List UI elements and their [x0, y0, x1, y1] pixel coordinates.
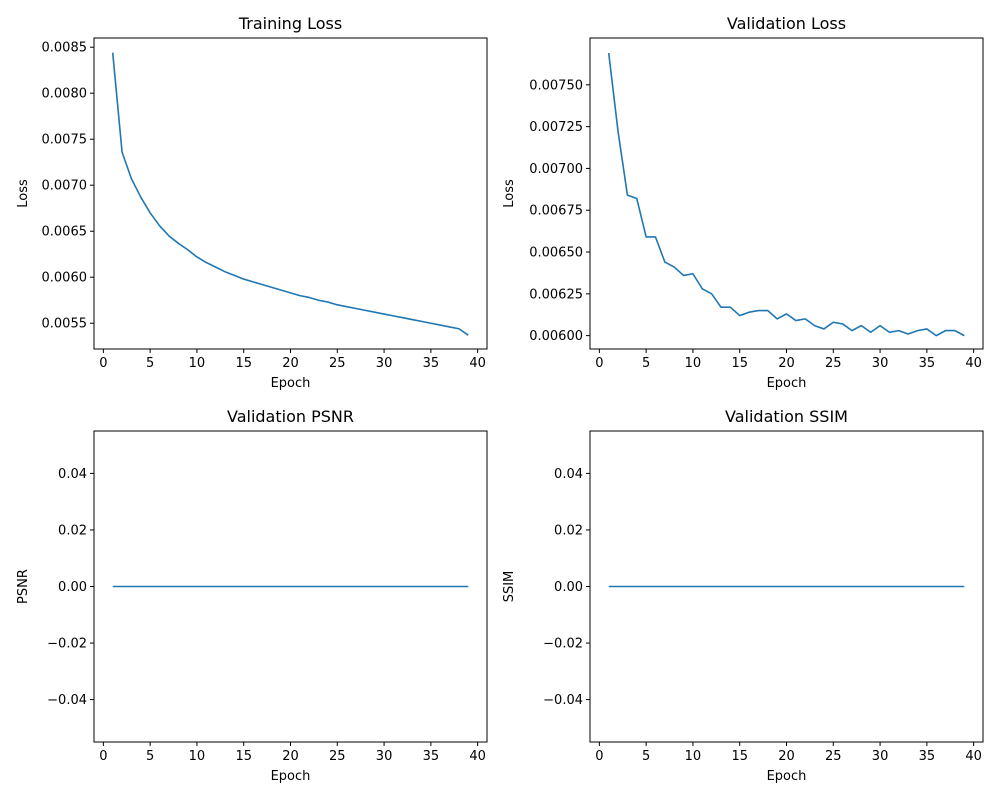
- y-axis-label: Loss: [16, 179, 31, 208]
- x-tick-label: 30: [376, 749, 393, 764]
- plot-frame: [589, 37, 984, 350]
- x-tick-label: 20: [282, 356, 299, 371]
- x-tick-label: 10: [685, 356, 702, 371]
- x-tick-label: 10: [685, 749, 702, 764]
- plot-frame: [93, 37, 488, 350]
- x-tick-label: 25: [825, 356, 842, 371]
- y-tick-label: 0.00750: [529, 78, 583, 93]
- chart-panel: Validation PSNR 0 5 10 15 20 25 30 35 40 −0.04 −0.0…: [16, 407, 488, 784]
- y-tick-label: 0.00675: [529, 204, 583, 219]
- x-axis-label: Epoch: [767, 376, 807, 391]
- x-tick-label: 25: [329, 356, 346, 371]
- x-axis-label: Epoch: [767, 769, 807, 784]
- y-tick-label: 0.00650: [529, 246, 583, 261]
- y-tick-label: 0.00725: [529, 120, 583, 135]
- x-tick-label: 15: [235, 356, 252, 371]
- x-tick-label: 20: [778, 356, 795, 371]
- y-tick-label: 0.00600: [529, 329, 583, 344]
- y-tick-label: 0.0085: [42, 41, 88, 56]
- y-tick-label: 0.0060: [42, 271, 88, 286]
- chart-title: Validation PSNR: [227, 407, 354, 426]
- y-tick-label: 0.0075: [42, 133, 88, 148]
- y-tick-label: −0.04: [543, 693, 583, 708]
- x-tick-label: 5: [146, 356, 154, 371]
- y-tick-label: 0.00700: [529, 162, 583, 177]
- x-tick-label: 20: [778, 749, 795, 764]
- x-tick-label: 10: [189, 356, 206, 371]
- x-tick-label: 15: [235, 749, 252, 764]
- x-tick-label: 40: [965, 749, 982, 764]
- y-tick-label: 0.00: [58, 580, 87, 595]
- x-tick-label: 40: [469, 749, 486, 764]
- x-tick-label: 15: [731, 356, 748, 371]
- x-tick-label: 25: [825, 749, 842, 764]
- y-tick-label: 0.0070: [42, 179, 88, 194]
- y-axis-label: Loss: [502, 179, 517, 208]
- x-tick-label: 0: [99, 356, 107, 371]
- x-tick-label: 0: [595, 356, 603, 371]
- x-tick-label: 30: [376, 356, 393, 371]
- x-tick-label: 20: [282, 749, 299, 764]
- x-tick-label: 5: [642, 749, 650, 764]
- series-line: [607, 52, 965, 337]
- x-tick-label: 10: [189, 749, 206, 764]
- y-tick-label: −0.02: [543, 637, 583, 652]
- x-tick-label: 35: [423, 356, 440, 371]
- series-line: [111, 52, 469, 336]
- chart-title: Validation SSIM: [725, 407, 848, 426]
- chart-title: Validation Loss: [727, 14, 846, 33]
- x-tick-label: 0: [595, 749, 603, 764]
- y-axis-label: SSIM: [502, 571, 517, 603]
- y-tick-label: −0.02: [47, 637, 87, 652]
- chart-panel: Validation SSIM 0 5 10 15 20 25 30 35 40 −0.04 −0.0…: [502, 407, 984, 784]
- y-tick-label: 0.0065: [42, 225, 88, 240]
- x-tick-label: 30: [872, 356, 889, 371]
- x-tick-label: 15: [731, 749, 748, 764]
- chart-panel: Training Loss 0 5 10 15 20 25 30 35 40 0.0055 0.006…: [16, 14, 488, 391]
- y-tick-label: 0.0080: [42, 87, 88, 102]
- x-tick-label: 0: [99, 749, 107, 764]
- x-axis-label: Epoch: [271, 769, 311, 784]
- y-tick-label: 0.0055: [42, 317, 88, 332]
- x-tick-label: 40: [965, 356, 982, 371]
- x-tick-label: 5: [642, 356, 650, 371]
- x-tick-label: 40: [469, 356, 486, 371]
- y-tick-label: −0.04: [47, 693, 87, 708]
- chart-panel: Validation Loss 0 5 10 15 20 25 30 35 40 0.00600 0.…: [502, 14, 984, 391]
- y-tick-label: 0.00625: [529, 287, 583, 302]
- y-tick-label: 0.02: [554, 523, 583, 538]
- x-tick-label: 25: [329, 749, 346, 764]
- y-tick-label: 0.02: [58, 523, 87, 538]
- y-tick-label: 0.04: [58, 467, 87, 482]
- x-axis-label: Epoch: [271, 376, 311, 391]
- x-tick-label: 30: [872, 749, 889, 764]
- x-tick-label: 35: [919, 749, 936, 764]
- y-tick-label: 0.04: [554, 467, 583, 482]
- x-tick-label: 35: [919, 356, 936, 371]
- chart-title: Training Loss: [238, 14, 342, 33]
- y-axis-label: PSNR: [16, 569, 31, 604]
- y-tick-label: 0.00: [554, 580, 583, 595]
- x-tick-label: 5: [146, 749, 154, 764]
- x-tick-label: 35: [423, 749, 440, 764]
